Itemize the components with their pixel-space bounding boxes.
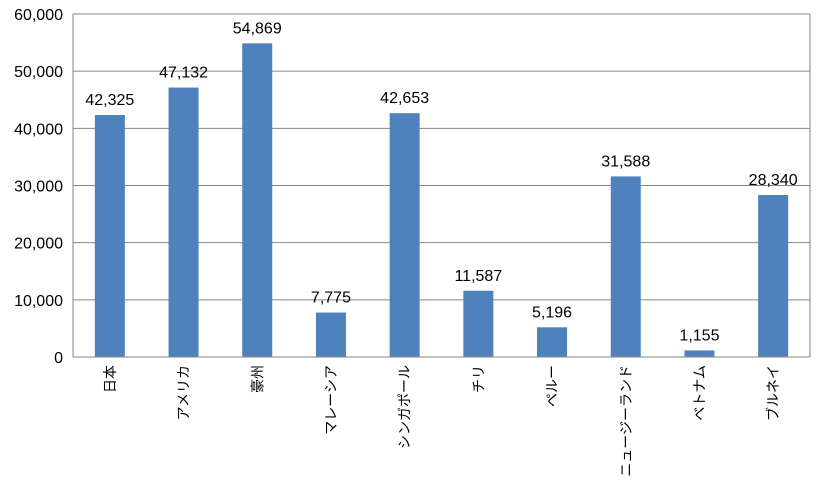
data-label: 42,653 (380, 90, 429, 107)
data-label: 31,588 (601, 153, 650, 170)
data-labels: 42,325 47,132 54,869 7,775 42,653 11,587 5,196… (85, 20, 797, 344)
y-axis-ticks: 0 10,000 20,000 30,000 40,000 50,000 60,000 (14, 7, 63, 367)
bar (537, 327, 568, 357)
x-tick-label: アメリカ (177, 365, 193, 420)
bar (684, 350, 715, 357)
y-tick-label: 50,000 (14, 64, 63, 81)
x-tick-label: ニュージーランド (619, 365, 635, 477)
bar (463, 290, 494, 357)
x-tick-label: ブルネイ (765, 365, 782, 421)
x-tick-label: ペルー (545, 365, 561, 407)
bar (389, 113, 420, 357)
x-axis-labels: 日本 アメリカ 豪州 マレーシア シンガポール チリ ペルー ニュージーランド ベトナム ブルネイ (103, 365, 782, 477)
data-label: 1,155 (679, 327, 719, 344)
bar (242, 43, 273, 358)
data-label: 5,196 (532, 304, 572, 321)
y-tick-label: 0 (54, 350, 63, 367)
y-tick-label: 30,000 (14, 179, 63, 196)
x-tick-label: 日本 (103, 365, 119, 393)
data-label: 7,775 (311, 290, 351, 307)
data-label: 42,325 (85, 92, 134, 109)
data-label: 47,132 (159, 65, 208, 82)
bar (610, 176, 641, 357)
y-tick-label: 10,000 (14, 293, 63, 310)
data-label: 11,587 (454, 268, 502, 285)
data-label: 28,340 (749, 172, 798, 189)
x-tick-label: シンガポール (398, 365, 414, 449)
y-tick-label: 40,000 (14, 121, 63, 138)
x-tick-label: 豪州 (250, 365, 266, 393)
bar (94, 115, 125, 357)
y-tick-label: 60,000 (14, 7, 63, 24)
data-label: 54,869 (233, 20, 282, 37)
x-tick-label: ベトナム (692, 365, 708, 421)
bar (315, 312, 346, 357)
y-tick-label: 20,000 (14, 236, 63, 253)
bar (758, 194, 789, 357)
bars (94, 43, 789, 358)
bar (168, 87, 199, 357)
x-tick-label: チリ (471, 365, 487, 393)
x-tick-label: マレーシア (324, 365, 340, 435)
